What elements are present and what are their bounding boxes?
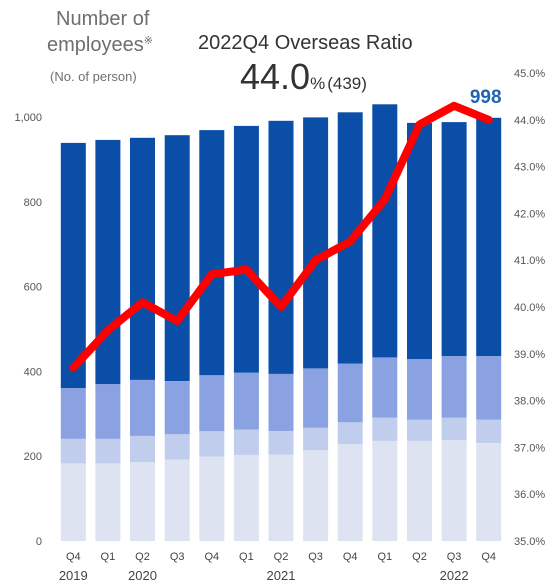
bar-segment (476, 117, 502, 357)
x-tick-label: Q4 (66, 551, 81, 563)
bar-segment (372, 417, 398, 441)
ratio-title: 2022Q4 Overseas Ratio (198, 32, 413, 54)
x-year-label: 2021 (267, 568, 296, 583)
bar-segment (130, 435, 155, 463)
bar-segment (337, 444, 363, 541)
bar-segment (441, 122, 467, 357)
bar-segment (372, 357, 398, 418)
ratio-value: 44.0 (240, 56, 311, 97)
bar-segment (130, 137, 155, 380)
bar-segment (337, 422, 363, 445)
bar-segment (60, 463, 86, 541)
x-tick-label: Q1 (239, 551, 254, 563)
bar-segment (268, 454, 294, 541)
bar-segment (303, 450, 329, 541)
y-right-tick-label: 36.0% (514, 489, 545, 501)
y-right-tick-label: 40.0% (514, 302, 545, 314)
y-left-tick-label: 1,000 (14, 112, 42, 124)
y-right-tick-label: 41.0% (514, 255, 545, 267)
bar-segment (372, 104, 398, 358)
x-tick-label: Q4 (343, 551, 358, 563)
x-tick-label: Q3 (447, 551, 462, 563)
bar-segment (407, 440, 432, 541)
bar-segment (303, 117, 329, 369)
bar-segment (441, 440, 467, 541)
y-left-tick-label: 400 (24, 366, 42, 378)
y-left-tick-label: 600 (24, 282, 42, 294)
ratio-count: (439) (327, 74, 367, 93)
x-tick-label: Q2 (274, 551, 289, 563)
y-axis-unit: (No. of person) (50, 69, 137, 84)
x-tick-label: Q2 (135, 551, 150, 563)
bar-segment (199, 130, 225, 376)
bar-segment (164, 434, 190, 460)
bar-segment (476, 419, 502, 443)
bar-segment (268, 431, 294, 455)
y-right-tick-label: 39.0% (514, 349, 545, 361)
bar-segment (303, 427, 329, 451)
bar-segment (268, 373, 294, 432)
bar-segment (199, 456, 225, 541)
y-right-tick-label: 37.0% (514, 442, 545, 454)
bar-segment (199, 375, 225, 432)
bar-segment (60, 438, 86, 464)
y-right-tick-label: 44.0% (514, 115, 545, 127)
bar-segment (407, 359, 432, 420)
x-tick-label: Q1 (101, 551, 116, 563)
bar-segment (130, 379, 155, 436)
ratio-unit: % (310, 74, 326, 93)
bar-segment (476, 443, 502, 541)
bar-segment (95, 384, 121, 439)
x-tick-label: Q2 (412, 551, 427, 563)
y-left-tick-label: 0 (36, 536, 42, 548)
x-year-label: 2022 (440, 568, 469, 583)
bar-segment (164, 459, 190, 541)
bar-segment (95, 438, 121, 464)
bar-segment (441, 417, 467, 441)
bar-segment (233, 454, 259, 541)
bar-segment (60, 387, 86, 439)
x-tick-label: Q4 (204, 551, 219, 563)
total-data-label: 998 (470, 87, 502, 108)
x-tick-label: Q1 (377, 551, 392, 563)
note-mark: ※ (143, 35, 153, 47)
y-left-tick-label: 200 (24, 451, 42, 463)
bar-segment (164, 135, 190, 382)
y-right-tick-label: 43.0% (514, 162, 545, 174)
y-axis-title-line1: Number of (56, 8, 150, 30)
y-axis-title-text: employees (47, 34, 144, 56)
y-right-tick-label: 42.0% (514, 208, 545, 220)
bar-segment (199, 431, 225, 457)
y-axis-title-line2: employees※ (47, 34, 153, 57)
x-tick-label: Q3 (308, 551, 323, 563)
bar-segment (60, 142, 86, 388)
ratio-headline: 44.0% (439) (240, 56, 367, 98)
overseas-ratio-line (69, 101, 493, 372)
bar-segment (303, 368, 329, 428)
bar-segment (95, 463, 121, 541)
bar-segment (233, 429, 259, 455)
bar-segment (233, 125, 259, 373)
y-right-tick-label: 38.0% (514, 396, 545, 408)
bar-segment (268, 120, 294, 374)
y-right-tick-label: 35.0% (514, 536, 545, 548)
bar-segment (164, 381, 190, 435)
bar-segment (441, 356, 467, 418)
x-year-label: 2020 (128, 568, 157, 583)
bar-segment (372, 440, 398, 541)
bar-segment (407, 122, 432, 360)
bar-segment (130, 462, 155, 541)
bar-segment (407, 419, 432, 441)
bar-segment (476, 356, 502, 420)
y-right-tick-label: 45.0% (514, 68, 545, 80)
bar-segment (95, 139, 121, 385)
x-year-label: 2019 (59, 568, 88, 583)
x-tick-label: Q3 (170, 551, 185, 563)
y-left-tick-label: 800 (24, 197, 42, 209)
x-tick-label: Q4 (481, 551, 496, 563)
bar-segment (337, 363, 363, 423)
bar-segment (233, 372, 259, 430)
